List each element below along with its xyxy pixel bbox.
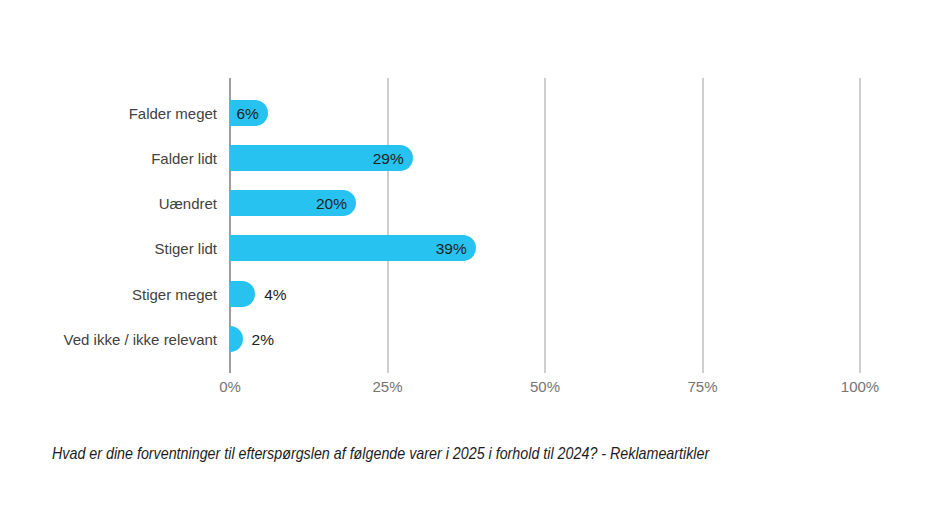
x-axis-tick-label: 75% bbox=[687, 378, 717, 395]
plot-area: 0%25%50%75%100%Falder meget6%Falder lidt… bbox=[230, 78, 860, 368]
value-label: 20% bbox=[316, 196, 347, 212]
category-label: Ved ikke / ikke relevant bbox=[64, 331, 217, 348]
category-label: Falder lidt bbox=[151, 150, 217, 167]
x-axis-tick-label: 100% bbox=[841, 378, 879, 395]
value-label: 4% bbox=[264, 287, 286, 303]
category-label: Uændret bbox=[159, 195, 217, 212]
category-label: Stiger lidt bbox=[154, 240, 217, 257]
bar bbox=[230, 326, 243, 352]
category-label: Falder meget bbox=[129, 105, 217, 122]
value-label: 29% bbox=[373, 151, 404, 167]
gridline bbox=[859, 78, 861, 373]
x-axis-tick-label: 25% bbox=[372, 378, 402, 395]
x-axis-tick-label: 0% bbox=[219, 378, 241, 395]
x-axis-tick-label: 50% bbox=[530, 378, 560, 395]
bar bbox=[230, 281, 255, 307]
value-label: 2% bbox=[252, 332, 274, 348]
category-label: Stiger meget bbox=[132, 286, 217, 303]
gridline bbox=[544, 78, 546, 373]
value-label: 39% bbox=[436, 241, 467, 257]
gridline bbox=[387, 78, 389, 373]
bar-chart: 0% 25% 50% 75% 100% Falder meget 6% Falder lidt… bbox=[0, 0, 935, 528]
gridline bbox=[702, 78, 704, 373]
value-label: 6% bbox=[236, 106, 258, 122]
chart-caption: Hvad er dine forventninger til efterspør… bbox=[52, 444, 709, 464]
